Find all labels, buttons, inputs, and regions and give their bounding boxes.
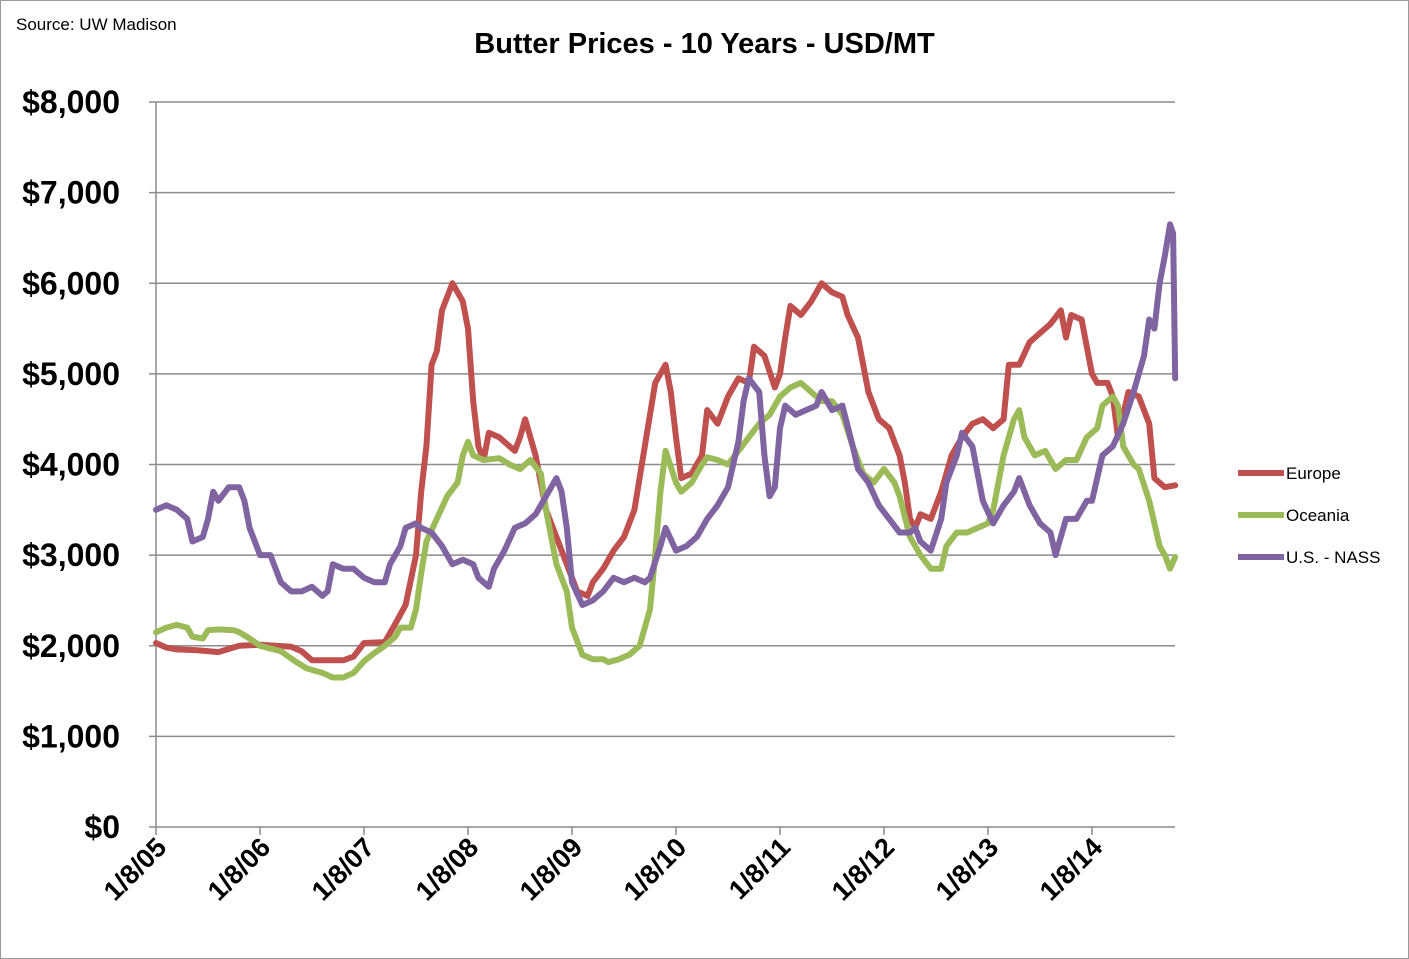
x-tick-label: 1/8/08 xyxy=(410,832,484,906)
x-tick-label: 1/8/12 xyxy=(826,832,900,906)
y-tick-label: $4,000 xyxy=(22,447,120,483)
y-tick-label: $5,000 xyxy=(22,356,120,392)
legend: Europe Oceania U.S. - NASS xyxy=(1238,464,1380,567)
y-tick-labels: $0 $1,000 $2,000 $3,000 $4,000 $5,000 $6,000 $7… xyxy=(22,84,120,845)
x-tick-label: 1/8/06 xyxy=(202,832,276,906)
x-tick-label: 1/8/07 xyxy=(306,832,380,906)
x-tick-labels: 1/8/05 1/8/06 1/8/07 1/8/08 1/8/09 1/8/10 1/8/… xyxy=(98,832,1108,906)
y-tick-label: $3,000 xyxy=(22,537,120,573)
y-tick-label: $0 xyxy=(84,809,120,845)
legend-label-oceania: Oceania xyxy=(1286,506,1350,525)
y-tick-label: $6,000 xyxy=(22,265,120,301)
x-tick-label: 1/8/10 xyxy=(618,832,692,906)
x-tick-label: 1/8/14 xyxy=(1034,832,1108,906)
y-tick-label: $2,000 xyxy=(22,628,120,664)
x-tick-label: 1/8/13 xyxy=(930,832,1004,906)
series-line-u-s-nass xyxy=(153,221,1179,608)
x-tick-label: 1/8/09 xyxy=(514,832,588,906)
axes xyxy=(149,101,1175,835)
y-tick-label: $7,000 xyxy=(22,175,120,211)
x-tick-label: 1/8/11 xyxy=(723,832,796,905)
series-line-oceania xyxy=(153,379,1179,681)
source-note: Source: UW Madison xyxy=(16,15,177,34)
y-tick-label: $1,000 xyxy=(22,718,120,754)
legend-label-europe: Europe xyxy=(1286,464,1341,483)
y-tick-label: $8,000 xyxy=(22,84,120,120)
series-line-europe xyxy=(153,280,1179,664)
legend-label-u-s-nass: U.S. - NASS xyxy=(1286,548,1380,567)
chart-title: Butter Prices - 10 Years - USD/MT xyxy=(474,28,935,60)
series-lines xyxy=(153,221,1179,681)
